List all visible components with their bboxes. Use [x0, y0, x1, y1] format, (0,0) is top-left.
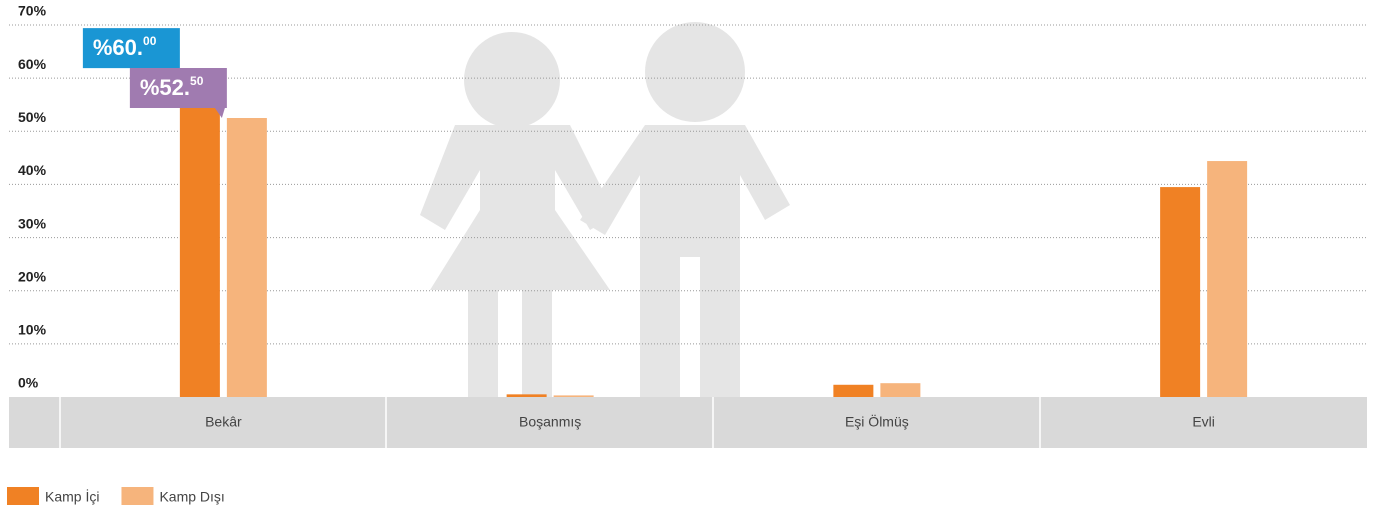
- bar: [880, 383, 921, 397]
- y-tick-label: 20%: [18, 268, 47, 284]
- category-dividers: [59, 397, 1041, 448]
- legend-swatch: [7, 487, 39, 505]
- legend-label: Kamp İçi: [45, 488, 99, 505]
- bar: [1207, 161, 1248, 397]
- value-label: %52.50: [140, 74, 204, 100]
- bar: [179, 78, 220, 398]
- y-tick-label: 60%: [18, 56, 47, 72]
- bar: [506, 394, 547, 397]
- bar: [553, 395, 594, 397]
- value-label-box: [129, 68, 227, 118]
- x-tick-label: Boşanmış: [519, 414, 581, 430]
- background-figures: [420, 22, 790, 397]
- value-label: %60.00: [93, 34, 157, 60]
- bar: [833, 384, 874, 397]
- value-label-sup: 00: [143, 34, 157, 48]
- y-tick-label: 70%: [18, 3, 47, 19]
- legend-label: Kamp Dışı: [159, 489, 224, 505]
- value-label-main: %60.: [93, 35, 143, 60]
- y-tick-label: 10%: [18, 322, 47, 338]
- y-tick-label: 40%: [18, 162, 47, 178]
- y-tick-label: 0%: [18, 375, 39, 391]
- y-tick-label: 30%: [18, 215, 47, 231]
- value-label-main: %52.: [140, 75, 190, 100]
- legend-swatch: [121, 487, 154, 505]
- value-label-box: [82, 28, 180, 79]
- y-tick-label: 50%: [18, 109, 47, 125]
- x-tick-label: Bekâr: [205, 414, 242, 430]
- x-tick-label: Eşi Ölmüş: [845, 413, 909, 430]
- x-tick-label: Evli: [1192, 414, 1215, 430]
- bar: [1160, 187, 1201, 397]
- category-band: [9, 397, 1367, 448]
- value-label-sup: 50: [190, 74, 204, 88]
- bar: [226, 118, 267, 397]
